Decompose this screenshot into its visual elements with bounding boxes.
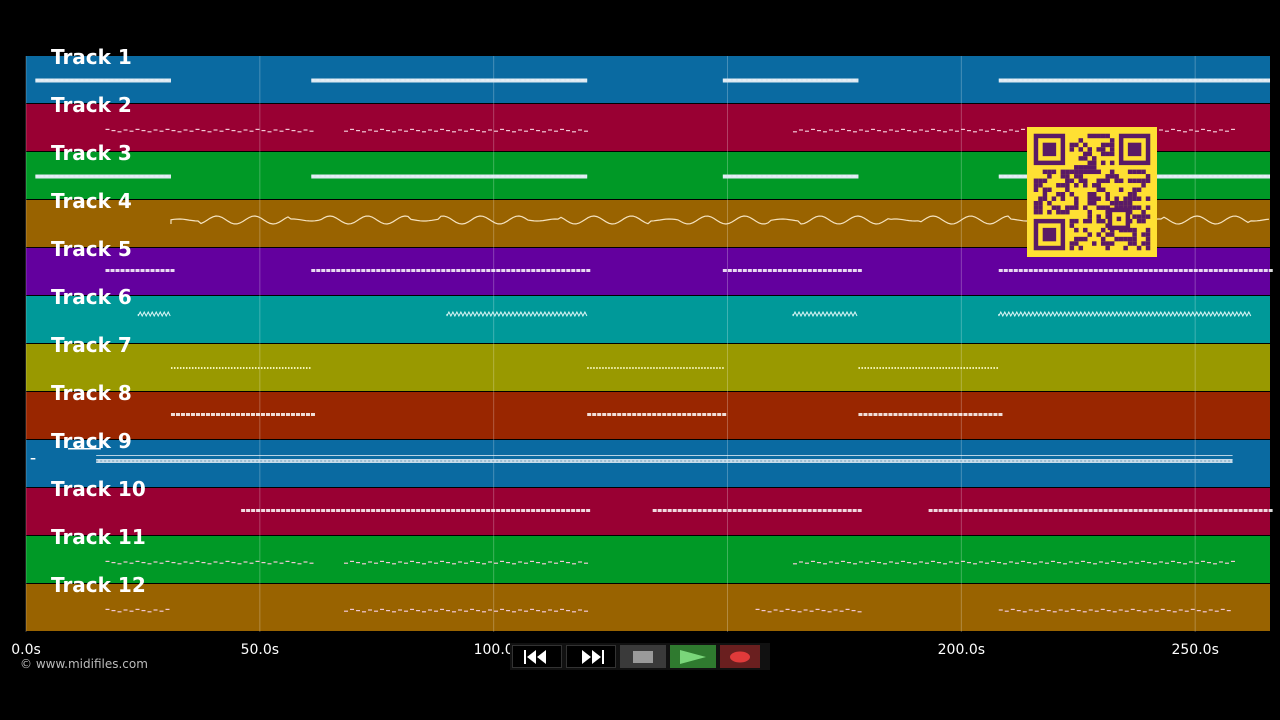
rewind-button[interactable] — [512, 645, 562, 668]
track-label-8: Track 8 — [51, 381, 132, 405]
stop-icon — [633, 650, 653, 663]
note-segment — [68, 448, 101, 450]
track-label-2: Track 2 — [51, 93, 132, 117]
note-segment — [928, 509, 1273, 512]
tick-label: 200.0s — [938, 642, 985, 658]
fast-forward-button[interactable] — [566, 645, 616, 668]
track-lane-10 — [26, 488, 1270, 535]
qr-code — [1027, 127, 1157, 257]
note-segment — [105, 128, 314, 133]
tick-label: 100.0 — [474, 642, 514, 658]
note-segment — [241, 509, 591, 512]
record-button[interactable] — [720, 645, 760, 668]
note-segment — [998, 608, 1231, 613]
note-segment — [344, 608, 589, 613]
note-segment — [311, 174, 588, 179]
note-segment — [30, 458, 36, 460]
note-segment — [311, 269, 591, 272]
tick-label: 0.0s — [11, 642, 41, 658]
note-segment — [722, 174, 859, 179]
track-label-1: Track 1 — [51, 45, 132, 69]
note-segment — [311, 78, 588, 83]
note-segment — [792, 560, 1235, 565]
track-label-11: Track 11 — [51, 525, 146, 549]
note-segment — [170, 413, 315, 416]
play-button[interactable] — [670, 645, 716, 668]
note-segment — [35, 174, 171, 179]
record-icon — [730, 651, 750, 662]
note-segment — [35, 78, 171, 83]
transport-controls — [510, 643, 770, 670]
note-segment — [858, 413, 1003, 416]
play-icon — [680, 649, 706, 664]
note-segment — [105, 608, 170, 613]
tick-label: 50.0s — [241, 642, 279, 658]
note-segment — [446, 310, 588, 318]
track-labels: Track 1 Track 2 Track 3 Track 4 Track 5 Track… — [51, 45, 146, 597]
copyright-text: © www.midifiles.com — [20, 657, 148, 671]
note-segment — [587, 367, 724, 369]
note-segment — [755, 608, 862, 613]
note-segment — [722, 269, 862, 272]
note-segment — [792, 310, 858, 318]
track-lane-11 — [26, 536, 1270, 583]
fast-forward-icon — [582, 649, 604, 664]
track-label-6: Track 6 — [51, 285, 132, 309]
track-label-9: Track 9 — [51, 429, 132, 453]
note-segment — [137, 310, 171, 318]
note-segment — [652, 509, 862, 512]
track-label-3: Track 3 — [51, 141, 132, 165]
stop-button[interactable] — [620, 645, 666, 668]
track-label-10: Track 10 — [51, 477, 146, 501]
note-segment — [998, 269, 1273, 272]
note-segment — [998, 310, 1252, 318]
track-lane-9 — [26, 440, 1270, 487]
track-label-7: Track 7 — [51, 333, 132, 357]
note-segment — [344, 128, 589, 133]
note-segment — [344, 560, 589, 565]
track-label-5: Track 5 — [51, 237, 132, 261]
note-segment — [587, 413, 727, 416]
note-marks — [30, 78, 1273, 613]
note-segment — [998, 78, 1270, 83]
track-lane-12 — [26, 584, 1270, 631]
note-segment — [170, 367, 311, 369]
track-lane-6 — [26, 296, 1270, 343]
tick-label: 250.0s — [1171, 642, 1218, 658]
note-segment — [105, 269, 175, 272]
track-label-12: Track 12 — [51, 573, 146, 597]
note-segment — [858, 367, 998, 369]
note-segment — [96, 455, 1233, 463]
track-label-4: Track 4 — [51, 189, 132, 213]
note-segment — [722, 78, 859, 83]
note-segment — [105, 560, 314, 565]
time-gridlines — [25, 56, 1196, 632]
rewind-icon — [524, 649, 546, 664]
